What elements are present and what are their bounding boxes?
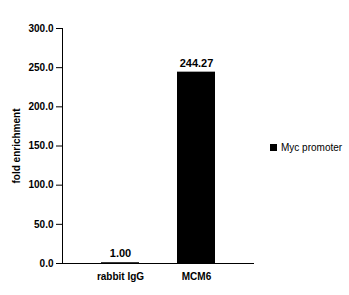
svg-text:250.0: 250.0 <box>28 62 53 73</box>
svg-text:MCM6: MCM6 <box>182 271 212 282</box>
svg-text:150.0: 150.0 <box>28 140 53 151</box>
html-text:Myc promoter: Myc promoter <box>281 142 343 153</box>
svg-text:100.0: 100.0 <box>28 179 53 190</box>
svg-text:0.0: 0.0 <box>40 258 54 269</box>
svg-text:200.0: 200.0 <box>28 101 53 112</box>
svg-text:300.0: 300.0 <box>28 23 53 34</box>
svg-text:50.0: 50.0 <box>34 219 54 230</box>
svg-text:244.27: 244.27 <box>180 57 214 69</box>
svg-text:rabbit IgG: rabbit IgG <box>97 271 144 282</box>
svg-text:1.00: 1.00 <box>110 247 131 259</box>
svg-text:fold enrichment: fold enrichment <box>11 108 22 184</box>
